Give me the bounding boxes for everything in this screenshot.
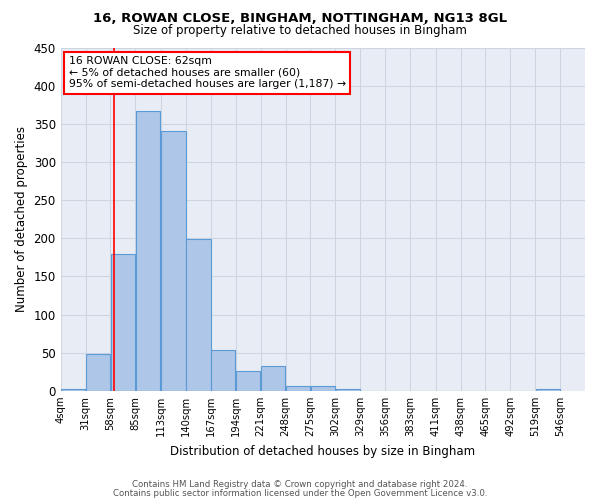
Bar [261,366,285,391]
Bar [61,388,85,391]
X-axis label: Distribution of detached houses by size in Bingham: Distribution of detached houses by size … [170,444,475,458]
Y-axis label: Number of detached properties: Number of detached properties [15,126,28,312]
Bar [236,371,260,391]
Text: Contains public sector information licensed under the Open Government Licence v3: Contains public sector information licen… [113,489,487,498]
Bar [86,354,110,391]
Bar [211,350,235,391]
Bar [161,132,186,391]
Bar [311,386,335,391]
Bar [186,239,211,391]
Text: 16, ROWAN CLOSE, BINGHAM, NOTTINGHAM, NG13 8GL: 16, ROWAN CLOSE, BINGHAM, NOTTINGHAM, NG… [93,12,507,26]
Text: Contains HM Land Registry data © Crown copyright and database right 2024.: Contains HM Land Registry data © Crown c… [132,480,468,489]
Bar [286,386,310,391]
Bar [335,390,360,391]
Text: 16 ROWAN CLOSE: 62sqm
← 5% of detached houses are smaller (60)
95% of semi-detac: 16 ROWAN CLOSE: 62sqm ← 5% of detached h… [68,56,346,90]
Text: Size of property relative to detached houses in Bingham: Size of property relative to detached ho… [133,24,467,37]
Bar [111,254,135,391]
Bar [136,111,160,391]
Bar [536,390,560,391]
